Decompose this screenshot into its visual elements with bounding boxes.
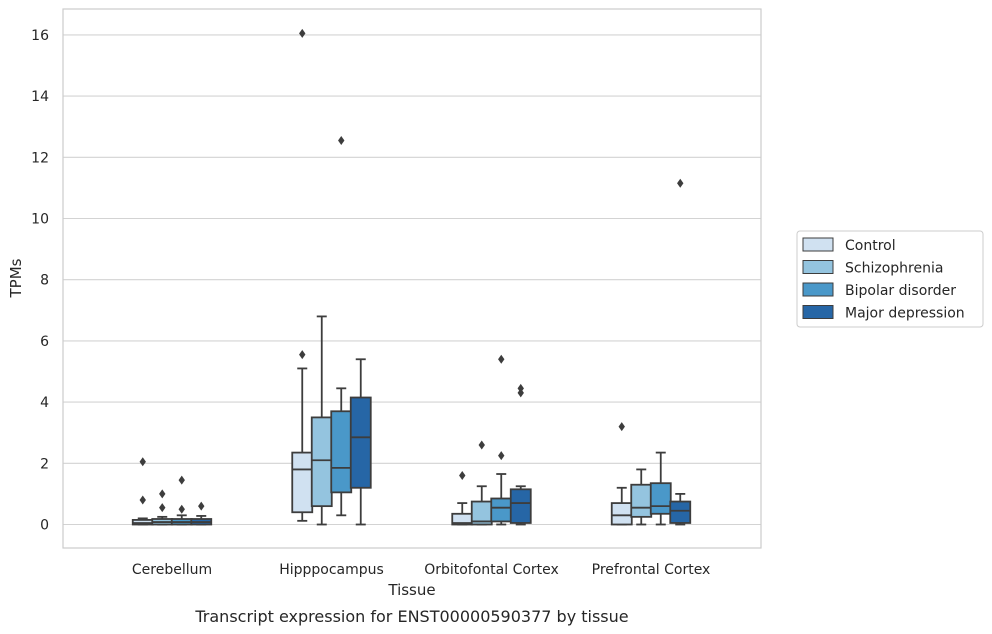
x-tick-label: Orbitofontal Cortex: [424, 562, 559, 578]
outlier-point: [459, 471, 466, 481]
box-major-depression: [509, 383, 532, 526]
outlier-point: [159, 489, 166, 499]
legend-swatch: [802, 282, 834, 297]
outlier-point: [517, 383, 524, 393]
legend-label: Schizophrenia: [845, 261, 943, 277]
plot-area: [63, 9, 761, 548]
legend-swatch: [802, 237, 834, 252]
legend-label: Control: [845, 238, 896, 254]
y-tick-label: 8: [40, 273, 49, 289]
box-iqr: [310, 416, 333, 508]
legend: Control Schizophrenia Bipolar disorder Majo…: [796, 230, 984, 328]
plot-frame: [62, 8, 762, 549]
legend-label: Bipolar disorder: [845, 283, 956, 299]
grid: [63, 34, 761, 526]
outlier-point: [139, 457, 146, 467]
box-iqr: [291, 451, 314, 514]
y-tick-label: 16: [31, 28, 49, 44]
y-tick-label: 6: [40, 334, 49, 350]
outlier-point: [498, 451, 505, 461]
outlier-point: [618, 422, 625, 432]
x-tick-label: Cerebellum: [132, 562, 212, 578]
outlier-point: [517, 388, 524, 398]
outlier-point: [159, 503, 166, 513]
outlier-point: [498, 354, 505, 364]
box-iqr: [330, 410, 353, 494]
outlier-point: [677, 178, 684, 188]
y-tick-label: 12: [31, 150, 49, 166]
box-iqr: [509, 488, 532, 524]
y-tick-label: 0: [40, 518, 49, 534]
legend-frame: [796, 230, 984, 328]
box-groups: [131, 28, 692, 526]
box-iqr: [630, 483, 653, 518]
outlier-point: [478, 440, 485, 450]
box-iqr: [610, 502, 633, 526]
box-bipolar-disorder: [490, 354, 513, 526]
box-major-depression: [190, 501, 213, 526]
outlier-point: [139, 495, 146, 505]
box-schizophrenia: [470, 440, 493, 526]
box-schizophrenia: [310, 315, 333, 526]
outlier-point: [178, 504, 185, 514]
outlier-point: [178, 475, 185, 485]
box-iqr: [669, 500, 692, 524]
legend-swatch: [802, 305, 834, 319]
box-bipolar-disorder: [330, 135, 353, 517]
x-tick-label: Hipppocampus: [279, 562, 384, 578]
box-bipolar-disorder: [649, 451, 672, 526]
box-major-depression: [669, 178, 692, 526]
box-major-depression: [349, 358, 372, 526]
outlier-point: [299, 350, 306, 360]
legend-swatch: [802, 260, 834, 274]
outlier-point: [299, 28, 306, 38]
box-iqr: [349, 396, 372, 489]
box-iqr: [490, 497, 513, 523]
outlier-point: [198, 501, 205, 511]
x-tick-label: Prefrontal Cortex: [592, 562, 711, 578]
box-iqr: [649, 482, 672, 515]
x-tick-labels: Cerebellum Hipppocampus Orbitofontal Corte…: [132, 562, 710, 578]
y-tick-label: 4: [40, 395, 49, 411]
y-tick-label: 14: [31, 89, 49, 105]
y-tick-label: 10: [31, 212, 49, 228]
y-tick-label: 2: [40, 456, 49, 472]
legend-label: Major depression: [845, 306, 965, 322]
y-axis-label: TPMs: [7, 258, 25, 298]
outlier-point: [338, 135, 345, 145]
x-axis-label: Tissue: [387, 581, 435, 599]
y-tick-labels: 0 2 4 6 8 10 12 14 16: [31, 28, 49, 534]
figure-caption: Transcript expression for ENST0000059037…: [194, 607, 628, 626]
